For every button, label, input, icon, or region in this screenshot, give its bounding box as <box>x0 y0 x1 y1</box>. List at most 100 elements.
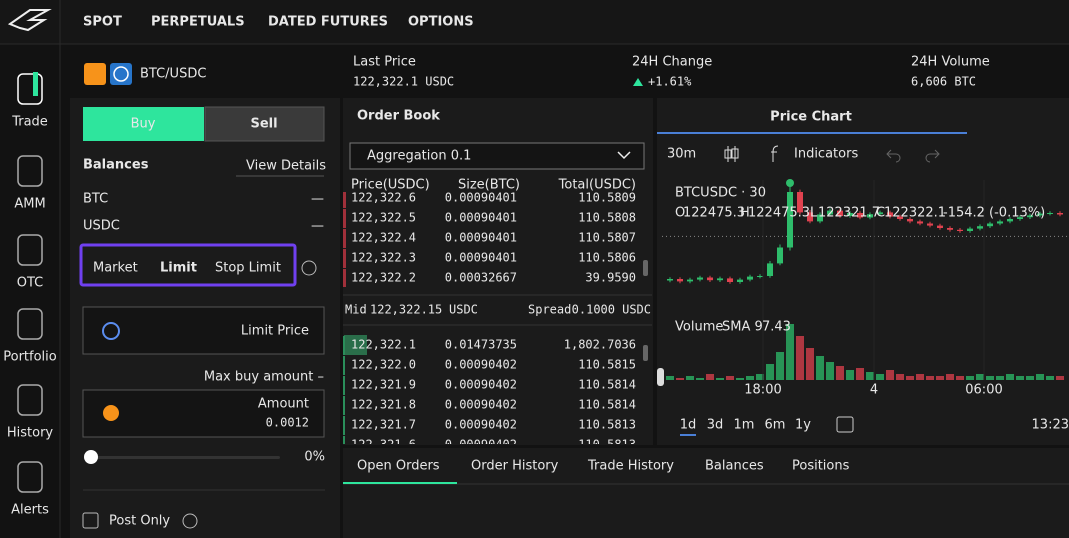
depth-bar <box>343 396 345 415</box>
box <box>204 106 325 142</box>
depth-bar <box>343 249 346 268</box>
candle-body <box>747 276 753 280</box>
asks: 122,322.6 0.00090401 110.5809 122,322.5 0.00… <box>343 192 636 287</box>
order-type[interactable]: Market <box>93 261 138 276</box>
sidebar-label[interactable]: AMM <box>14 197 45 212</box>
box <box>79 243 297 287</box>
ohlc-label: H <box>740 206 750 221</box>
slider-knob[interactable] <box>84 450 98 464</box>
undo-icon[interactable] <box>886 149 901 163</box>
depth-bar <box>344 335 367 355</box>
sidebar-label[interactable]: Trade <box>11 115 48 130</box>
box <box>657 132 967 134</box>
depth-bar <box>343 356 345 375</box>
nav-item[interactable]: OPTIONS <box>408 15 474 30</box>
redo-icon[interactable] <box>925 149 940 163</box>
x-tick-label: 4 <box>870 383 878 398</box>
sell-button[interactable]: Sell <box>250 117 277 132</box>
volume-bar <box>1056 376 1064 380</box>
bids-cell: 122,322.0 <box>351 358 416 372</box>
tab[interactable]: Order History <box>471 459 559 474</box>
box <box>657 368 664 386</box>
amount-input[interactable]: 0.0012 <box>266 416 309 430</box>
tab[interactable]: Trade History <box>587 459 674 474</box>
tab[interactable]: Positions <box>792 459 850 474</box>
chevron <box>617 151 631 160</box>
ohlc-label: C <box>876 206 885 221</box>
orders-panel <box>343 448 1069 538</box>
candle-body <box>707 277 713 281</box>
range-button[interactable]: 3d <box>707 418 724 433</box>
buy-button[interactable]: Buy <box>131 117 156 132</box>
bids-cell: 0.00090402 <box>445 418 517 432</box>
depth-bar <box>343 269 346 287</box>
box <box>91 456 280 459</box>
range-button[interactable]: 6m <box>765 418 786 433</box>
aggregation-select[interactable]: Aggregation 0.1 <box>367 149 471 164</box>
bids-cell: 0.01473735 <box>445 338 517 352</box>
candle-body <box>997 221 1003 224</box>
volume-bar <box>666 376 674 380</box>
asks-cell: 110.5806 <box>578 251 636 265</box>
candle-body <box>977 226 983 229</box>
candle-body <box>697 277 703 280</box>
range-button[interactable]: 1d <box>680 418 697 433</box>
asks-cell: 110.5808 <box>578 211 636 225</box>
depth-bar <box>343 376 345 395</box>
top-bar <box>0 0 1069 44</box>
box <box>82 389 325 438</box>
sidebar-label[interactable]: Alerts <box>11 503 49 518</box>
sma-value: 7.43 <box>762 320 791 335</box>
asks-cell: 0.00032667 <box>445 271 517 285</box>
candle-body <box>717 278 723 281</box>
depth-bar <box>343 336 345 355</box>
range-button[interactable]: 1m <box>734 418 755 433</box>
volume-bar <box>756 374 764 380</box>
sidebar-icon <box>17 155 43 187</box>
sidebar-icon <box>17 384 43 416</box>
tab[interactable]: Balances <box>705 459 764 474</box>
nav-item[interactable]: PERPETUALS <box>151 15 245 30</box>
candle-body <box>1057 213 1063 215</box>
candle-body <box>947 228 953 230</box>
volume-bar <box>916 374 924 380</box>
ohlc-value: 122475.3 <box>683 206 745 221</box>
candle-body <box>817 214 823 222</box>
bids: 122,322.1 0.01473735 1,802.7036 122,322.0 0.… <box>343 335 636 452</box>
volume-bar <box>686 376 694 380</box>
sidebar-label[interactable]: OTC <box>17 276 44 291</box>
input-label[interactable]: Limit Price <box>241 324 309 339</box>
bids-cell: 122,321.7 <box>351 418 416 432</box>
view-details[interactable]: View Details <box>246 159 326 174</box>
bids-cell: 110.5813 <box>578 438 636 452</box>
range-button[interactable]: 1y <box>795 418 811 433</box>
volume-bar <box>696 378 704 380</box>
volume-bar <box>866 372 874 380</box>
pair: BTC/USDC <box>140 67 206 82</box>
box <box>82 306 325 355</box>
volume-label: Volume <box>675 320 723 335</box>
tab[interactable]: Open Orders <box>357 459 440 474</box>
nav-item[interactable]: DATED FUTURES <box>268 15 388 30</box>
volume-bar <box>786 324 794 380</box>
nav-item[interactable]: SPOT <box>83 15 122 30</box>
sidebar-label[interactable]: Portfolio <box>3 350 57 365</box>
candle-icon[interactable] <box>724 146 739 162</box>
order-type[interactable]: Stop Limit <box>215 261 281 276</box>
candle-body <box>877 212 883 215</box>
sidebar-label[interactable]: History <box>7 426 54 441</box>
order-type[interactable]: Limit <box>160 261 197 276</box>
interval[interactable]: 30m <box>667 147 696 162</box>
volume-bar <box>1036 374 1044 380</box>
indicators[interactable]: Indicators <box>794 147 858 162</box>
volume-bar <box>986 376 994 380</box>
post-only[interactable]: Post Only <box>109 514 170 529</box>
depth-bar <box>343 416 345 435</box>
asks-cell: 0.00090401 <box>445 251 517 265</box>
candle-body <box>1027 215 1033 218</box>
bids-cell: 110.5814 <box>578 398 636 412</box>
active-marker <box>33 72 38 96</box>
ticker-value: 6,606 BTC <box>911 75 976 89</box>
price-chart-panel <box>657 98 1069 445</box>
box <box>643 260 648 276</box>
